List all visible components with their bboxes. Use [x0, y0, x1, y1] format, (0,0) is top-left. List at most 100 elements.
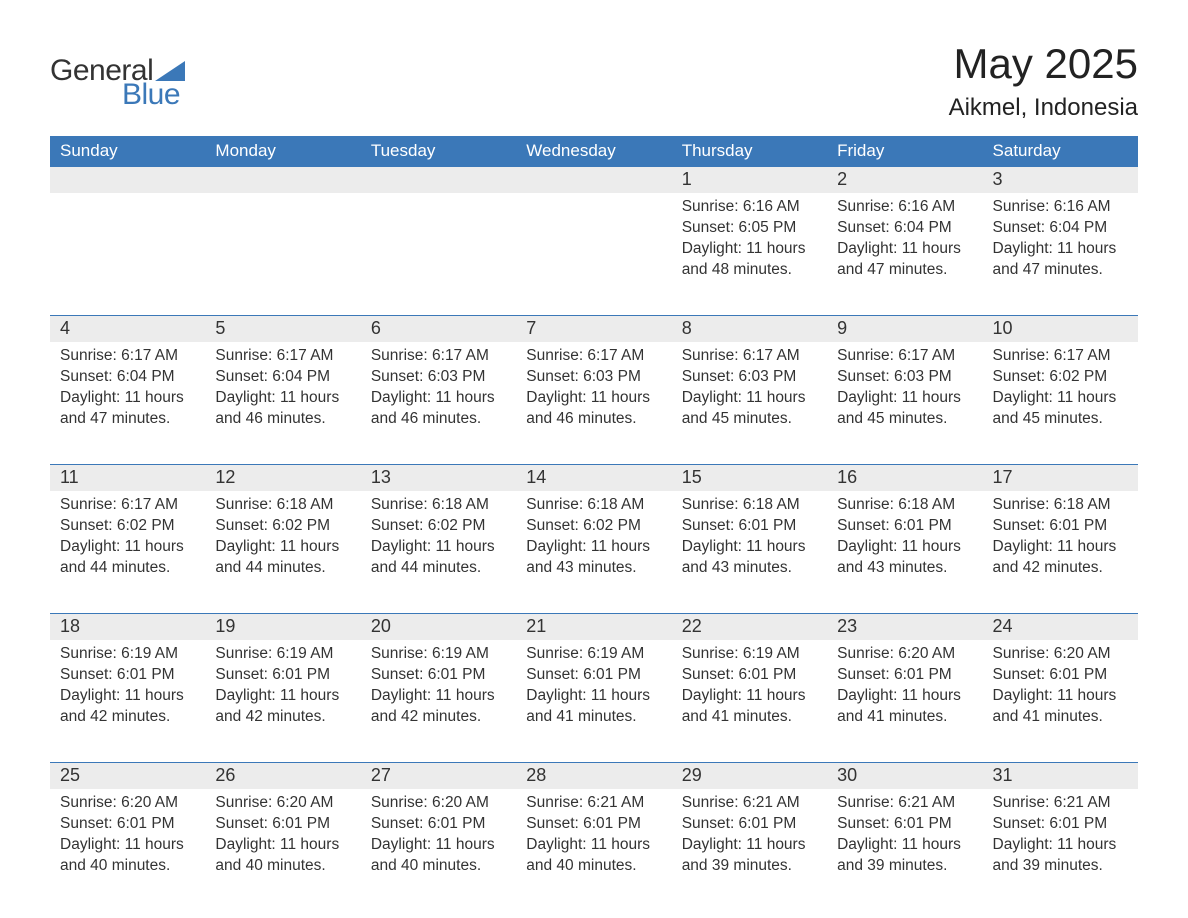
day-sunrise: Sunrise: 6:21 AM [993, 793, 1128, 814]
day-sunset: Sunset: 6:01 PM [371, 665, 506, 686]
day-daylight2: and 39 minutes. [682, 856, 817, 877]
day-sunset: Sunset: 6:04 PM [993, 218, 1128, 239]
weekday-header: Thursday [672, 136, 827, 167]
day-number: 28 [516, 763, 671, 789]
day-daylight1: Daylight: 11 hours [993, 239, 1128, 260]
title-block: May 2025 Aikmel, Indonesia [949, 40, 1138, 122]
day-sunset: Sunset: 6:01 PM [837, 814, 972, 835]
calendar-day [361, 167, 516, 315]
calendar-day: 15Sunrise: 6:18 AMSunset: 6:01 PMDayligh… [672, 465, 827, 613]
day-number: 11 [50, 465, 205, 491]
weekday-header: Tuesday [361, 136, 516, 167]
header: General Blue May 2025 Aikmel, Indonesia [50, 40, 1138, 122]
day-sunrise: Sunrise: 6:18 AM [837, 495, 972, 516]
calendar-day: 4Sunrise: 6:17 AMSunset: 6:04 PMDaylight… [50, 316, 205, 464]
day-daylight1: Daylight: 11 hours [371, 686, 506, 707]
day-details: Sunrise: 6:18 AMSunset: 6:02 PMDaylight:… [361, 491, 516, 587]
day-details: Sunrise: 6:17 AMSunset: 6:03 PMDaylight:… [827, 342, 982, 438]
day-number: 16 [827, 465, 982, 491]
calendar-day: 29Sunrise: 6:21 AMSunset: 6:01 PMDayligh… [672, 763, 827, 911]
calendar-day: 14Sunrise: 6:18 AMSunset: 6:02 PMDayligh… [516, 465, 671, 613]
day-number [205, 167, 360, 193]
day-daylight2: and 41 minutes. [837, 707, 972, 728]
calendar-day: 1Sunrise: 6:16 AMSunset: 6:05 PMDaylight… [672, 167, 827, 315]
day-number: 1 [672, 167, 827, 193]
day-daylight1: Daylight: 11 hours [993, 835, 1128, 856]
day-daylight2: and 45 minutes. [682, 409, 817, 430]
day-daylight2: and 44 minutes. [215, 558, 350, 579]
day-sunset: Sunset: 6:02 PM [526, 516, 661, 537]
day-sunset: Sunset: 6:01 PM [371, 814, 506, 835]
day-daylight2: and 42 minutes. [371, 707, 506, 728]
day-details: Sunrise: 6:17 AMSunset: 6:03 PMDaylight:… [516, 342, 671, 438]
day-sunset: Sunset: 6:02 PM [215, 516, 350, 537]
calendar-day [205, 167, 360, 315]
day-daylight2: and 45 minutes. [993, 409, 1128, 430]
calendar-day: 23Sunrise: 6:20 AMSunset: 6:01 PMDayligh… [827, 614, 982, 762]
day-daylight2: and 40 minutes. [526, 856, 661, 877]
calendar-day: 19Sunrise: 6:19 AMSunset: 6:01 PMDayligh… [205, 614, 360, 762]
day-sunset: Sunset: 6:04 PM [837, 218, 972, 239]
day-details: Sunrise: 6:21 AMSunset: 6:01 PMDaylight:… [672, 789, 827, 885]
day-daylight1: Daylight: 11 hours [993, 537, 1128, 558]
calendar-day: 30Sunrise: 6:21 AMSunset: 6:01 PMDayligh… [827, 763, 982, 911]
calendar-day: 18Sunrise: 6:19 AMSunset: 6:01 PMDayligh… [50, 614, 205, 762]
day-daylight2: and 41 minutes. [526, 707, 661, 728]
day-sunrise: Sunrise: 6:16 AM [682, 197, 817, 218]
calendar-week: 11Sunrise: 6:17 AMSunset: 6:02 PMDayligh… [50, 464, 1138, 613]
weekday-header: Friday [827, 136, 982, 167]
day-daylight1: Daylight: 11 hours [60, 537, 195, 558]
day-number [361, 167, 516, 193]
day-sunset: Sunset: 6:01 PM [682, 814, 817, 835]
day-daylight2: and 42 minutes. [60, 707, 195, 728]
day-daylight1: Daylight: 11 hours [526, 388, 661, 409]
day-number: 19 [205, 614, 360, 640]
day-sunrise: Sunrise: 6:17 AM [682, 346, 817, 367]
day-details: Sunrise: 6:16 AMSunset: 6:04 PMDaylight:… [983, 193, 1138, 289]
weekday-header: Wednesday [516, 136, 671, 167]
day-sunrise: Sunrise: 6:17 AM [371, 346, 506, 367]
day-sunrise: Sunrise: 6:17 AM [837, 346, 972, 367]
day-details: Sunrise: 6:16 AMSunset: 6:05 PMDaylight:… [672, 193, 827, 289]
day-number: 30 [827, 763, 982, 789]
day-daylight1: Daylight: 11 hours [837, 686, 972, 707]
day-daylight1: Daylight: 11 hours [837, 835, 972, 856]
day-details: Sunrise: 6:21 AMSunset: 6:01 PMDaylight:… [983, 789, 1138, 885]
day-number: 12 [205, 465, 360, 491]
day-sunrise: Sunrise: 6:19 AM [215, 644, 350, 665]
day-daylight1: Daylight: 11 hours [682, 388, 817, 409]
day-number: 2 [827, 167, 982, 193]
day-number: 3 [983, 167, 1138, 193]
day-sunset: Sunset: 6:01 PM [993, 665, 1128, 686]
day-daylight2: and 44 minutes. [371, 558, 506, 579]
calendar-day: 7Sunrise: 6:17 AMSunset: 6:03 PMDaylight… [516, 316, 671, 464]
calendar-day: 6Sunrise: 6:17 AMSunset: 6:03 PMDaylight… [361, 316, 516, 464]
day-details: Sunrise: 6:18 AMSunset: 6:02 PMDaylight:… [205, 491, 360, 587]
weekday-header-row: SundayMondayTuesdayWednesdayThursdayFrid… [50, 136, 1138, 167]
weekday-header: Sunday [50, 136, 205, 167]
day-number: 27 [361, 763, 516, 789]
day-details [205, 193, 360, 205]
day-daylight1: Daylight: 11 hours [682, 537, 817, 558]
day-daylight2: and 45 minutes. [837, 409, 972, 430]
day-sunset: Sunset: 6:03 PM [526, 367, 661, 388]
day-details: Sunrise: 6:20 AMSunset: 6:01 PMDaylight:… [827, 640, 982, 736]
day-number: 14 [516, 465, 671, 491]
day-daylight2: and 43 minutes. [682, 558, 817, 579]
day-daylight1: Daylight: 11 hours [215, 537, 350, 558]
day-details: Sunrise: 6:21 AMSunset: 6:01 PMDaylight:… [516, 789, 671, 885]
day-details: Sunrise: 6:19 AMSunset: 6:01 PMDaylight:… [361, 640, 516, 736]
day-number: 7 [516, 316, 671, 342]
day-sunrise: Sunrise: 6:20 AM [371, 793, 506, 814]
day-daylight2: and 41 minutes. [682, 707, 817, 728]
day-number: 23 [827, 614, 982, 640]
day-details: Sunrise: 6:19 AMSunset: 6:01 PMDaylight:… [205, 640, 360, 736]
day-sunrise: Sunrise: 6:17 AM [60, 346, 195, 367]
day-details [361, 193, 516, 205]
weekday-header: Saturday [983, 136, 1138, 167]
day-details: Sunrise: 6:17 AMSunset: 6:02 PMDaylight:… [50, 491, 205, 587]
day-daylight1: Daylight: 11 hours [682, 686, 817, 707]
day-sunrise: Sunrise: 6:21 AM [526, 793, 661, 814]
calendar-day: 27Sunrise: 6:20 AMSunset: 6:01 PMDayligh… [361, 763, 516, 911]
day-daylight2: and 39 minutes. [993, 856, 1128, 877]
